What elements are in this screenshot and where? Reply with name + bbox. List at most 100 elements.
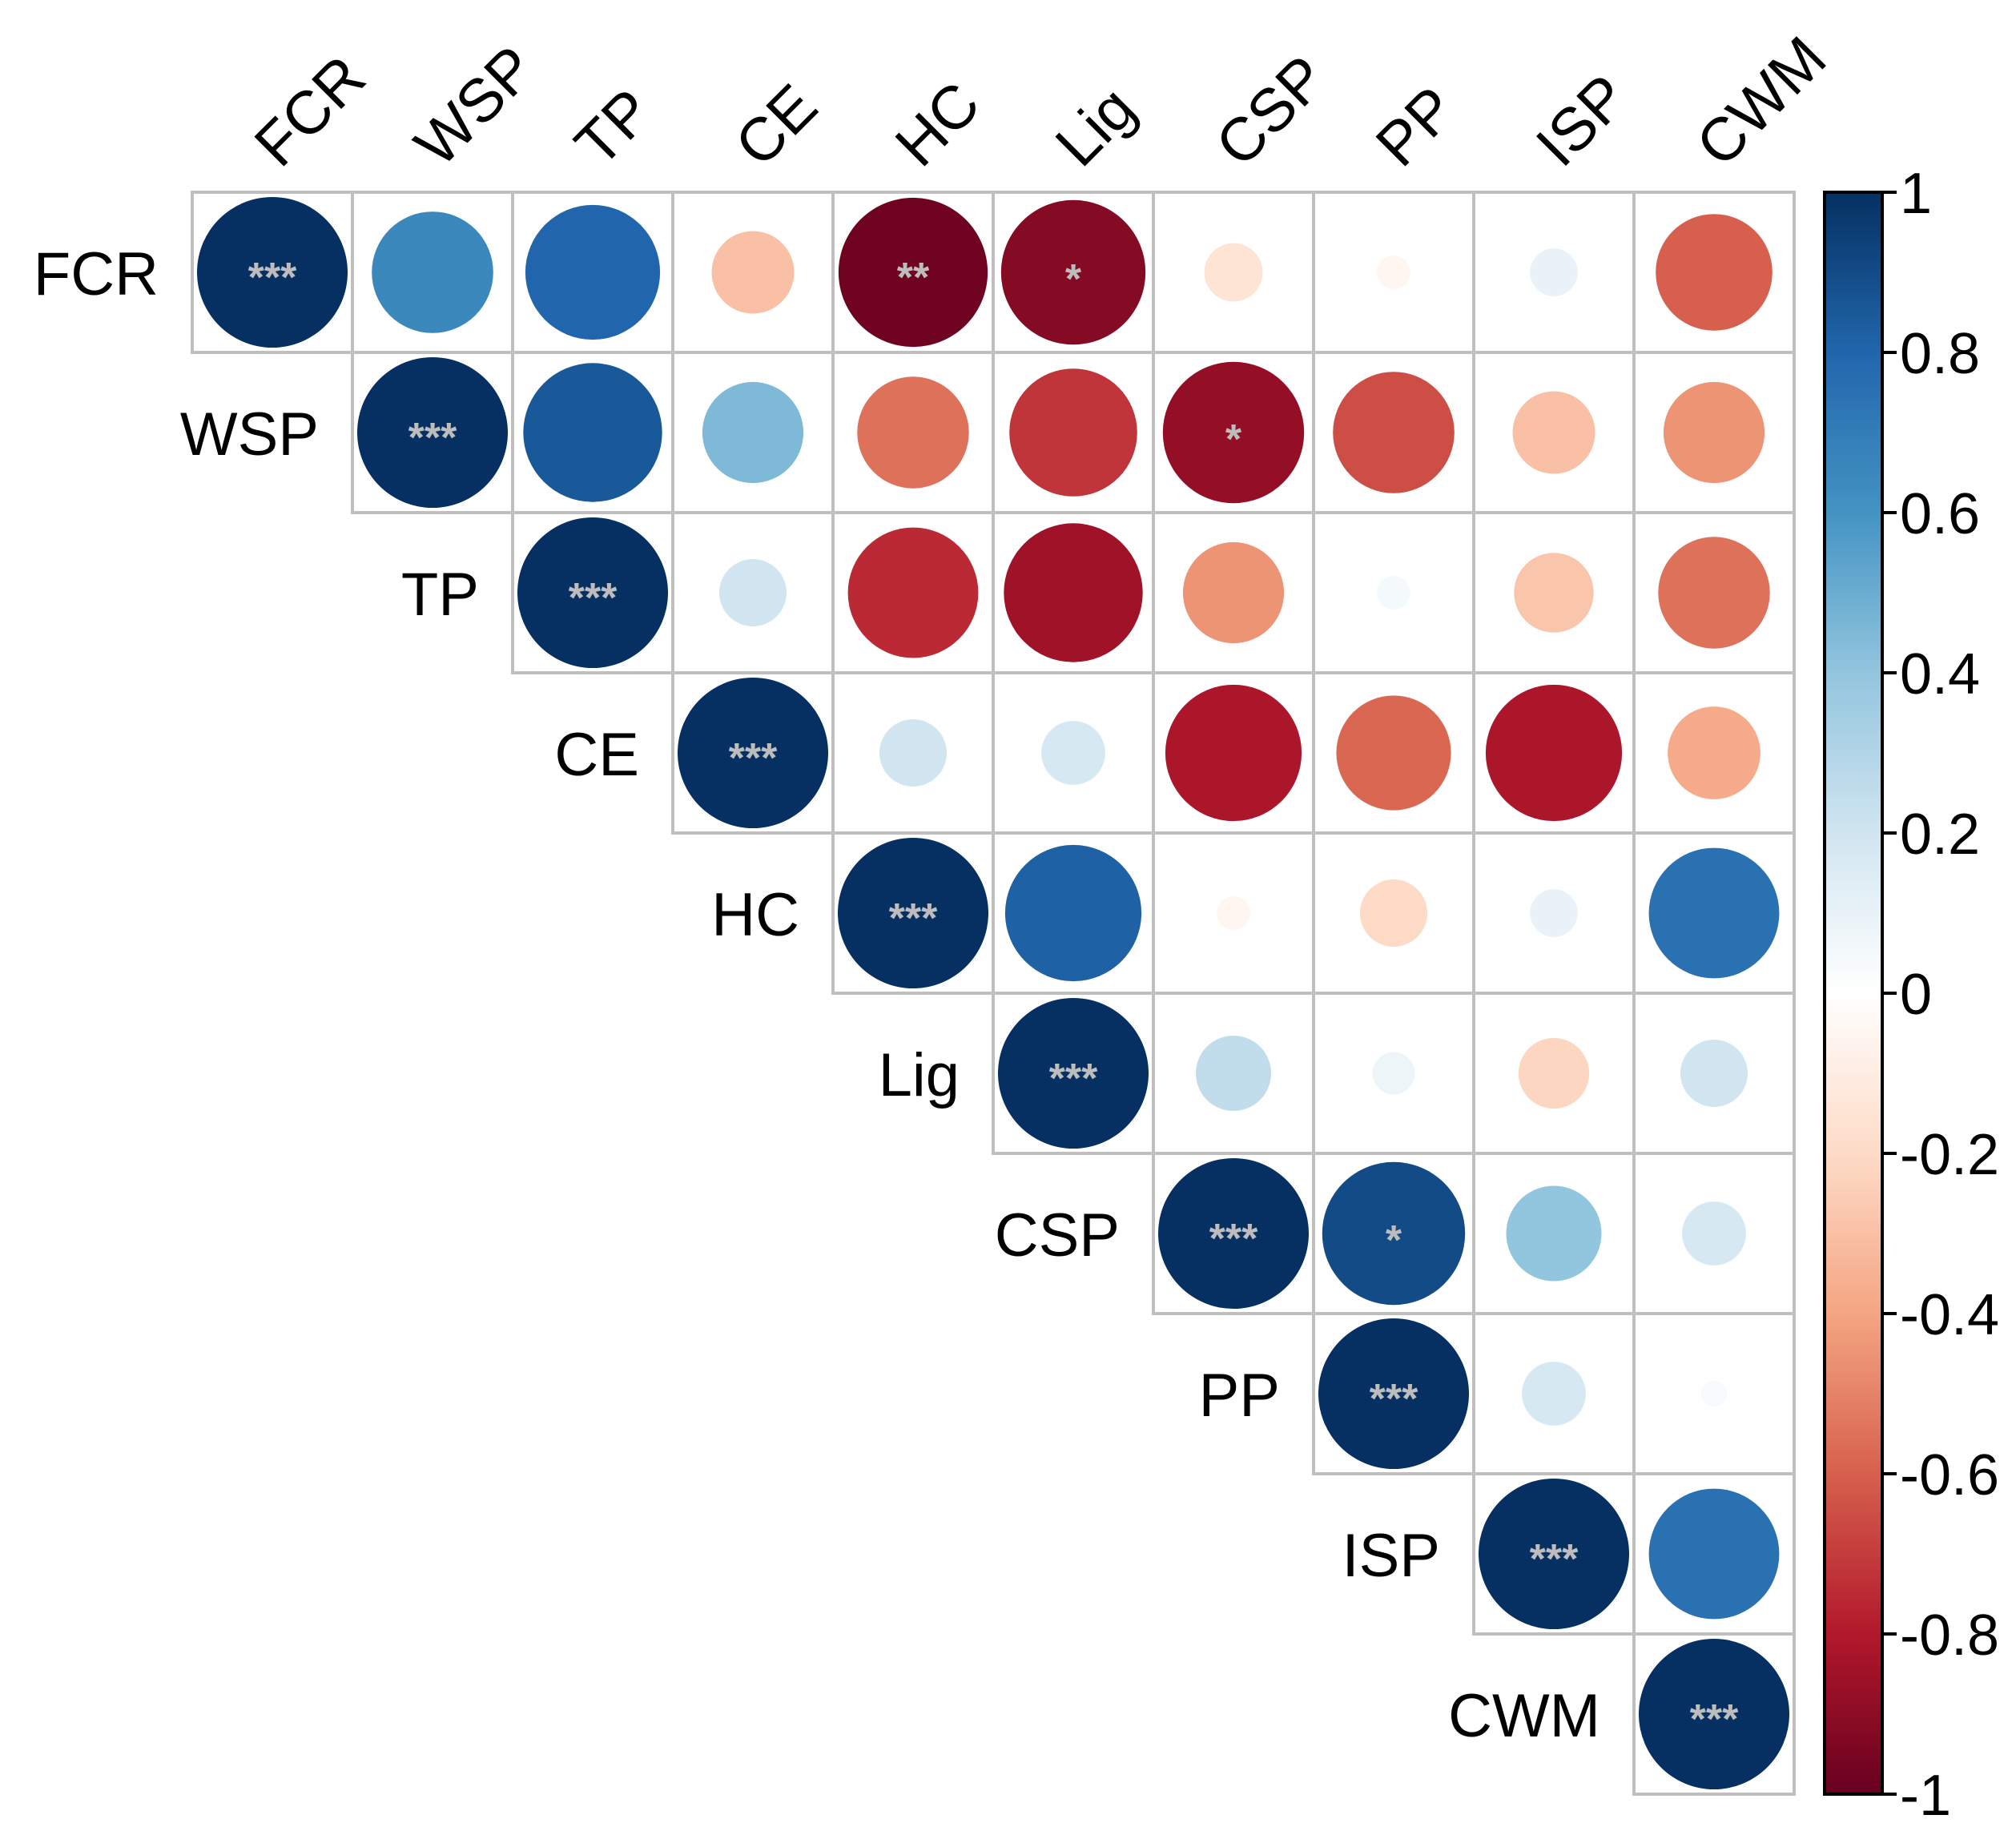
cell-FCR-Lig: * (992, 191, 1155, 354)
correlation-circle (1004, 523, 1143, 662)
cell-CSP-CWM (1632, 1152, 1796, 1315)
cell-WSP-WSP: *** (351, 351, 514, 514)
significance-label: *** (569, 575, 618, 622)
correlation-circle (1530, 248, 1578, 296)
correlation-circle (1318, 1318, 1469, 1469)
tick-label: -0.4 (1900, 1283, 1999, 1347)
correlation-circle (857, 376, 969, 489)
cell-TP-Lig (992, 511, 1155, 674)
cell-CSP-PP: * (1312, 1152, 1475, 1315)
correlation-circle (1336, 695, 1451, 811)
correlation-circle (838, 197, 988, 348)
cell-PP-ISP (1472, 1312, 1636, 1475)
correlation-circle (1372, 1052, 1415, 1095)
correlation-circle (1658, 537, 1770, 649)
cell-HC-CWM (1632, 831, 1796, 995)
row-label-CWM: CWM (1448, 1682, 1600, 1750)
cell-FCR-WSP (351, 191, 514, 354)
color-legend: 1 0.8 0.6 0.4 0.2 0 -0.2 -0.4 -0.6 -0.8 -1 (1823, 162, 1999, 1828)
cell-FCR-CSP (1152, 191, 1315, 354)
correlation-circle (1158, 1158, 1309, 1309)
correlation-circle (1217, 896, 1250, 930)
cell-HC-Lig (992, 831, 1155, 995)
row-label-PP: PP (1199, 1362, 1280, 1430)
correlation-circle (1333, 372, 1455, 493)
correlation-circle (838, 838, 988, 988)
correlation-circle (998, 998, 1149, 1149)
row-label-WSP: WSP (180, 400, 319, 469)
cell-Lig-CWM (1632, 992, 1796, 1155)
correlation-circle (1512, 391, 1595, 474)
row-label-HC: HC (711, 881, 799, 949)
cell-Lig-PP (1312, 992, 1475, 1155)
correlation-circle (879, 719, 947, 787)
cell-CSP-CSP: *** (1152, 1152, 1315, 1315)
cell-TP-HC (831, 511, 995, 674)
correlation-circle (1009, 368, 1137, 497)
cell-CE-CSP (1152, 671, 1315, 835)
correlation-circle (523, 363, 662, 502)
significance-label: * (1225, 416, 1242, 463)
tick-label: 1 (1900, 162, 1932, 226)
correlation-circle (1639, 1639, 1789, 1789)
correlation-circle (1165, 684, 1302, 822)
correlation-circle (1322, 1161, 1466, 1306)
correlation-grid: *** ** **** **************** ********** (191, 191, 1796, 1796)
correlation-circle (1485, 684, 1623, 822)
cell-CE-Lig (992, 671, 1155, 835)
row-label-Lig: Lig (879, 1041, 960, 1109)
cell-WSP-PP (1312, 351, 1475, 514)
cell-CE-HC (831, 671, 995, 835)
cell-CE-CWM (1632, 671, 1796, 835)
cell-WSP-CE (671, 351, 835, 514)
row-label-FCR: FCR (34, 240, 159, 308)
row-label-TP: TP (401, 561, 479, 629)
correlation-circle (1377, 256, 1410, 289)
correlation-circle (1506, 1185, 1602, 1282)
correlation-circle (1182, 541, 1285, 644)
cell-HC-HC: *** (831, 831, 995, 995)
column-label-Lig: Lig (1043, 74, 1149, 179)
row-labels: FCR WSP TP CE HC Lig CSP PP ISP CWM (34, 240, 1600, 1750)
significance-label: *** (889, 895, 938, 942)
correlation-circle (1360, 879, 1427, 947)
cell-Lig-CSP (1152, 992, 1315, 1155)
tick-label: 0.4 (1900, 642, 1980, 706)
significance-label: ** (897, 255, 930, 301)
row-label-CSP: CSP (995, 1201, 1120, 1270)
cell-TP-CWM (1632, 511, 1796, 674)
column-label-CWM: CWM (1684, 24, 1839, 179)
cell-TP-ISP (1472, 511, 1636, 674)
correlation-circle (1000, 199, 1146, 345)
correlation-circle (1656, 214, 1773, 331)
cell-Lig-ISP (1472, 992, 1636, 1155)
correlation-circle (1648, 1488, 1780, 1620)
tick-label: 0.6 (1900, 482, 1980, 546)
cell-TP-CE (671, 511, 835, 674)
correlation-circle (1663, 381, 1765, 484)
significance-label: *** (729, 735, 778, 782)
correlation-circle (702, 381, 804, 484)
cell-ISP-ISP: *** (1472, 1472, 1636, 1636)
tick-label: -0.2 (1900, 1123, 1999, 1187)
cell-HC-PP (1312, 831, 1475, 995)
correlation-circle (357, 357, 508, 508)
cell-FCR-ISP (1472, 191, 1636, 354)
row-label-ISP: ISP (1342, 1522, 1441, 1590)
cell-TP-PP (1312, 511, 1475, 674)
correlation-circle (525, 204, 661, 340)
cell-FCR-HC: ** (831, 191, 995, 354)
cell-CE-CE: *** (671, 671, 835, 835)
cell-CWM-CWM: *** (1632, 1632, 1796, 1796)
cell-WSP-CSP: * (1152, 351, 1315, 514)
correlation-circle (1518, 1037, 1590, 1109)
tick-label: -1 (1900, 1764, 1951, 1828)
significance-label: *** (1370, 1376, 1418, 1423)
significance-label: *** (408, 415, 457, 461)
significance-label: * (1386, 1217, 1402, 1264)
column-labels: FCR WSP TP CE HC Lig CSP PP ISP CWM (242, 24, 1839, 179)
correlation-circle (711, 231, 795, 314)
cell-FCR-TP (511, 191, 674, 354)
tick-label: 0.2 (1900, 803, 1980, 867)
cell-CSP-ISP (1472, 1152, 1636, 1315)
